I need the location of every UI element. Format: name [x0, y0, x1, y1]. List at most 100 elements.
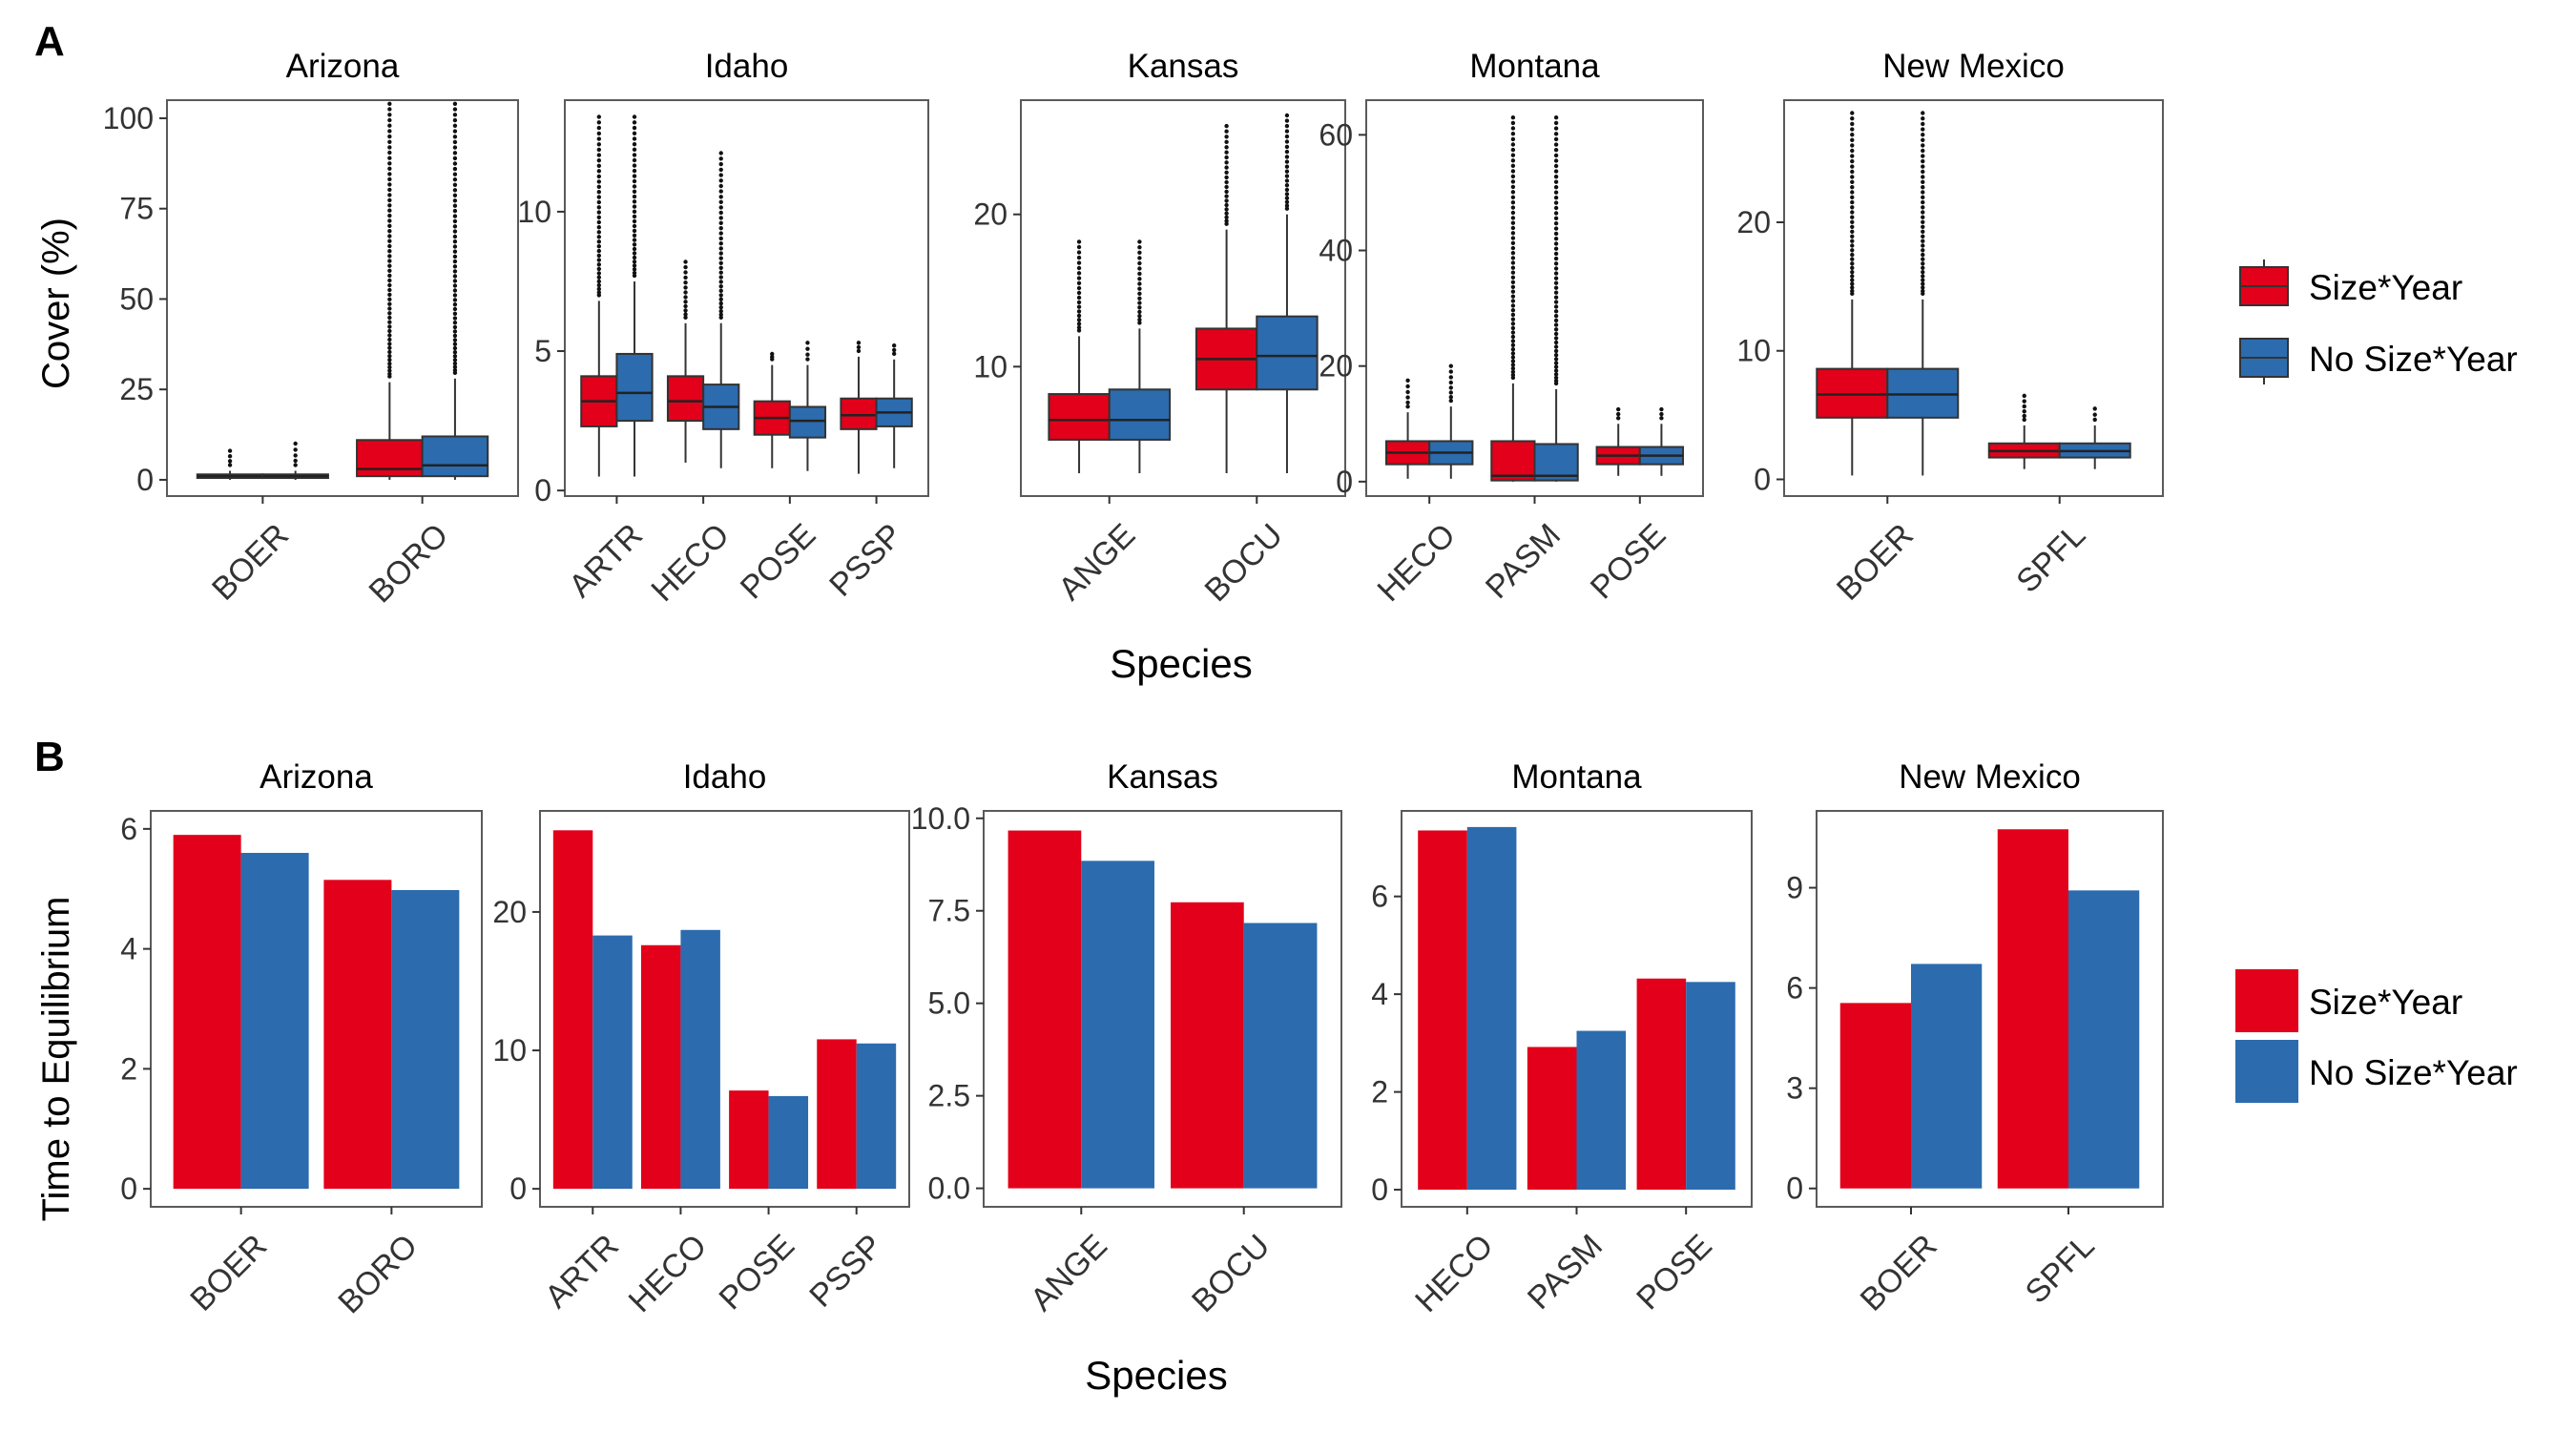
b-montana-facet: Montana 0 2 4 6 HECO PASM POSE: [1371, 758, 1753, 1319]
a-kansas-ytick-label: 20: [973, 197, 1008, 232]
b-idaho-xtick-label: PSSP: [802, 1228, 889, 1315]
a-idaho-title: Idaho: [705, 48, 789, 85]
b-new-mexico-xtick-label: SPFL: [2019, 1228, 2102, 1311]
b-arizona-bar-boer-size-year: [173, 835, 241, 1190]
b-montana-ytick-label: 2: [1371, 1075, 1388, 1110]
b-idaho-bar-artr-size-year: [552, 830, 593, 1190]
b-arizona-ytick-label: 2: [120, 1051, 137, 1086]
a-idaho-box-artr-no-size-year: [615, 114, 654, 477]
a-kansas-box-ange-size-year: [1048, 239, 1111, 474]
a-new-mexico-box-spfl-size-year: [1987, 393, 2061, 469]
b-arizona-xtick-label: BORO: [331, 1228, 425, 1321]
a-new-mexico-ytick-label: 0: [1754, 462, 1771, 496]
a-new-mexico-box-spfl-no-size-year: [2058, 406, 2131, 469]
a-montana-box-heco-size-year-outliers: [1405, 378, 1410, 409]
xlabel-species-a: Species: [1110, 641, 1252, 686]
a-idaho-box-pose-size-year: [753, 351, 791, 468]
a-montana-box-pasm-no-size-year: [1533, 114, 1579, 482]
a-kansas-xtick-label: ANGE: [1051, 517, 1142, 608]
b-idaho-title: Idaho: [683, 758, 767, 796]
b-new-mexico-bar-boer-no-size-year: [1911, 964, 1983, 1189]
a-montana-box-pasm-no-size-year-iqr: [1533, 443, 1579, 482]
legend-b-swatch-size-year: [2235, 969, 2298, 1032]
b-montana-xtick-label: HECO: [1408, 1228, 1500, 1319]
a-montana-ytick-label: 20: [1319, 349, 1353, 384]
a-new-mexico-box-boer-no-size-year-iqr: [1886, 367, 1960, 419]
a-new-mexico-box-boer-no-size-year: [1886, 111, 1960, 476]
b-idaho-xtick-label: POSE: [713, 1228, 802, 1317]
a-kansas-box-bocu-size-year-outliers: [1224, 123, 1229, 226]
xlabel-species-b: Species: [1085, 1353, 1227, 1398]
a-idaho-box-pose-size-year-outliers: [770, 351, 775, 362]
b-idaho-ytick-label: 20: [492, 895, 527, 929]
a-montana-box-pose-size-year: [1595, 406, 1641, 476]
a-arizona-box-boro-no-size-year: [421, 101, 489, 480]
a-arizona-ytick-label: 25: [119, 372, 154, 406]
a-new-mexico-box-boer-no-size-year-outliers: [1921, 111, 1925, 296]
b-montana-bar-pose-no-size-year: [1686, 982, 1735, 1191]
legend-b-label-no-size-year: No Size*Year: [2309, 1053, 2518, 1092]
b-new-mexico-title: New Mexico: [1899, 758, 2081, 796]
b-montana-bar-heco-size-year: [1418, 830, 1467, 1191]
b-idaho-bar-artr-no-size-year: [592, 935, 633, 1190]
b-new-mexico-bar-spfl-size-year: [1997, 829, 2068, 1189]
a-arizona-box-boro-size-year: [356, 101, 424, 480]
b-new-mexico-bar-boer-size-year: [1839, 1003, 1911, 1189]
a-new-mexico-ytick-label: 10: [1736, 334, 1771, 368]
a-idaho-xtick-label: PSSP: [822, 517, 909, 604]
ylabel-cover: Cover (%): [35, 218, 77, 389]
a-idaho-box-pssp-size-year-outliers: [856, 341, 862, 354]
a-new-mexico-xtick-label: BOER: [1830, 517, 1921, 608]
b-arizona-bar-boro-no-size-year: [391, 890, 460, 1190]
b-montana-ytick-label: 4: [1371, 977, 1388, 1011]
b-idaho-bar-heco-no-size-year: [680, 929, 720, 1190]
a-montana-box-pasm-no-size-year-outliers: [1553, 114, 1559, 386]
b-kansas-xtick-label: BOCU: [1185, 1228, 1277, 1319]
b-idaho-ytick-label: 10: [492, 1033, 527, 1068]
a-new-mexico-frame: [1783, 99, 2164, 497]
b-new-mexico-ytick-label: 0: [1786, 1172, 1803, 1206]
a-idaho-box-pose-no-size-year-iqr: [788, 405, 827, 439]
a-new-mexico-ytick-label: 20: [1736, 205, 1771, 239]
b-kansas-ytick-label: 2.5: [928, 1079, 970, 1113]
a-new-mexico-title: New Mexico: [1882, 48, 2065, 85]
a-idaho-box-artr-no-size-year-outliers: [632, 114, 637, 279]
b-kansas-bar-ange-no-size-year: [1081, 861, 1154, 1189]
a-montana-box-pose-no-size-year: [1638, 406, 1685, 476]
a-new-mexico-box-boer-size-year: [1816, 111, 1889, 476]
b-arizona-title: Arizona: [260, 758, 373, 796]
b-kansas-ytick-label: 10.0: [911, 801, 970, 836]
a-idaho-box-pssp-size-year: [840, 341, 878, 474]
a-idaho-xtick-label: POSE: [734, 517, 823, 607]
b-idaho-bar-pose-size-year: [729, 1090, 769, 1190]
a-new-mexico-box-boer-size-year-iqr: [1816, 367, 1889, 419]
b-arizona-ytick-label: 6: [120, 812, 137, 846]
b-montana-title: Montana: [1511, 758, 1642, 796]
b-kansas-ytick-label: 7.5: [928, 894, 970, 928]
a-montana-xtick-label: HECO: [1370, 517, 1462, 609]
a-idaho-box-artr-no-size-year-iqr: [615, 352, 654, 423]
b-idaho-bar-pose-no-size-year: [768, 1095, 809, 1190]
a-idaho-box-heco-size-year-outliers: [683, 259, 688, 320]
a-montana-title: Montana: [1469, 48, 1600, 85]
legend-b-swatch-no-size-year: [2235, 1040, 2298, 1103]
a-montana-ytick-label: 0: [1336, 465, 1353, 499]
a-arizona-box-boer-size-year: [196, 448, 264, 480]
a-idaho-box-heco-size-year-iqr: [666, 375, 705, 423]
b-idaho-xtick-label: ARTR: [538, 1228, 626, 1316]
a-arizona-xtick-label: BORO: [363, 517, 456, 611]
a-idaho-box-pose-no-size-year-outliers: [805, 341, 810, 362]
b-new-mexico-facet: New Mexico 0 3 6 9 BOER SPFL: [1786, 758, 2164, 1318]
a-montana-ytick-label: 60: [1319, 117, 1353, 152]
a-montana-frame: [1365, 99, 1704, 497]
a-idaho-box-pssp-size-year-iqr: [840, 397, 878, 430]
b-kansas-title: Kansas: [1107, 758, 1218, 796]
b-montana-bar-heco-no-size-year: [1466, 826, 1517, 1191]
b-kansas-bar-bocu-size-year: [1171, 902, 1244, 1189]
a-montana-ytick-label: 40: [1319, 234, 1353, 268]
a-idaho-box-artr-size-year: [580, 114, 618, 477]
a-new-mexico-box-boer-size-year-outliers: [1850, 111, 1855, 296]
